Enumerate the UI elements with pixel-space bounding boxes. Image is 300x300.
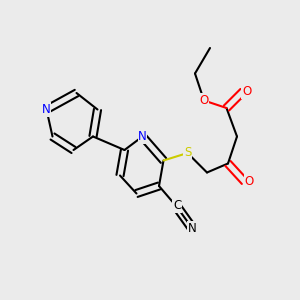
Text: N: N: [138, 130, 147, 143]
Text: C: C: [173, 199, 181, 212]
Text: N: N: [42, 103, 51, 116]
Text: S: S: [184, 146, 191, 160]
Text: O: O: [200, 94, 208, 107]
Text: O: O: [242, 85, 251, 98]
Text: N: N: [188, 221, 196, 235]
Text: O: O: [244, 175, 253, 188]
